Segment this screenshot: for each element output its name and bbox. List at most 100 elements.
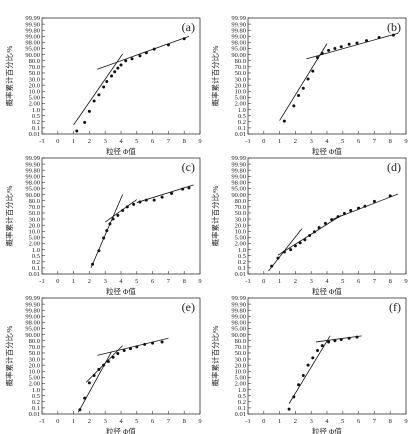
x-tick-label: 8 [183, 138, 186, 145]
data-point [87, 381, 91, 385]
data-point [97, 367, 101, 371]
x-tick-label: 9 [404, 418, 407, 425]
x-tick-label: 8 [389, 278, 392, 285]
y-tick-label: 0.1 [32, 125, 40, 132]
data-point [160, 195, 164, 199]
plot-frame [41, 17, 201, 135]
y-tick-label: 0.5 [32, 113, 40, 120]
data-point [116, 352, 120, 356]
x-tick-label: 1 [72, 138, 75, 145]
data-point [91, 262, 95, 266]
y-tick-label: 99.99 [25, 295, 40, 302]
x-tick-label: 5 [341, 278, 344, 285]
y-tick-label: 0.1 [238, 265, 246, 272]
y-tick-label: 30.0 [235, 76, 246, 83]
data-point [87, 109, 91, 113]
y-tick-label: 2.00 [29, 241, 40, 248]
panel-label: (e) [182, 300, 195, 314]
x-axis-label: 粒径 Φ值 [106, 426, 136, 434]
data-point [97, 249, 101, 253]
y-tick-label: 0.01 [29, 271, 40, 278]
data-point [330, 218, 334, 222]
x-tick-label: 4 [325, 418, 329, 425]
data-point [316, 349, 320, 353]
data-point [181, 187, 185, 191]
fit-line [97, 35, 190, 70]
data-point [111, 355, 115, 359]
y-tick-label: 90.00 [231, 192, 246, 199]
y-tick-label: 80.0 [235, 58, 246, 65]
y-tick-label: 70.0 [235, 344, 246, 351]
x-tick-label: 6 [151, 418, 155, 425]
data-point [138, 54, 142, 58]
x-tick-label: 4 [325, 278, 329, 285]
x-tick-label: 5 [135, 418, 138, 425]
y-tick-label: 99.90 [231, 21, 246, 28]
y-tick-label: 99.80 [25, 27, 40, 34]
y-tick-label: 20.0 [235, 362, 246, 369]
y-tick-label: 10.0 [29, 228, 40, 235]
y-tick-label: 98.00 [25, 180, 40, 187]
x-tick-label: 0 [262, 278, 265, 285]
y-tick-label: 30.0 [29, 216, 40, 223]
data-point [339, 45, 343, 49]
data-point [333, 339, 337, 343]
x-tick-label: 2 [88, 418, 91, 425]
data-point [111, 217, 115, 221]
y-tick-label: 90.00 [25, 332, 40, 339]
y-tick-label: 1.0 [238, 107, 246, 114]
data-point [347, 42, 351, 46]
y-tick-label: 80.0 [29, 338, 40, 345]
data-point [78, 408, 82, 412]
y-tick-label: 2.00 [235, 381, 246, 388]
panel-label: (b) [387, 20, 401, 34]
x-tick-label: 1 [278, 418, 281, 425]
plot-frame [247, 297, 407, 415]
data-point [317, 226, 321, 230]
data-point [113, 70, 117, 74]
data-point [301, 86, 305, 90]
y-tick-label: 30.0 [235, 356, 246, 363]
data-point [306, 77, 310, 81]
y-tick-label: 0.01 [29, 131, 40, 138]
y-tick-label: 99.99 [231, 15, 246, 22]
y-tick-label: 98.00 [231, 40, 246, 47]
x-tick-label: 1 [278, 278, 281, 285]
x-tick-label: 1 [278, 138, 281, 145]
y-tick-label: 50.0 [29, 350, 40, 357]
fit-line [288, 335, 331, 404]
plot-frame [247, 157, 407, 275]
x-tick-label: 6 [151, 278, 155, 285]
data-point [372, 199, 376, 203]
y-tick-label: 30.0 [29, 356, 40, 363]
y-tick-label: 50.0 [29, 210, 40, 217]
y-tick-label: 0.1 [238, 125, 246, 132]
data-point [311, 356, 315, 360]
x-tick-label: 5 [135, 138, 138, 145]
y-tick-label: 10.0 [29, 368, 40, 375]
y-tick-label: 20.0 [235, 82, 246, 89]
y-axis-label: 概率累计百分比/% [210, 186, 220, 247]
data-point [144, 51, 148, 55]
y-tick-label: 99.90 [25, 161, 40, 168]
y-tick-label: 99.90 [231, 161, 246, 168]
data-point [355, 335, 359, 339]
y-tick-label: 1.0 [32, 387, 40, 394]
x-tick-label: -1 [245, 278, 250, 285]
y-tick-label: 99.99 [25, 155, 40, 162]
y-tick-label: 80.0 [29, 58, 40, 65]
data-point [365, 39, 368, 43]
x-tick-label: 2 [294, 278, 297, 285]
data-point [297, 94, 301, 98]
y-tick-label: 95.00 [231, 46, 246, 53]
data-point [97, 93, 101, 97]
y-tick-label: 20.0 [29, 362, 40, 369]
data-point [323, 221, 327, 225]
y-tick-label: 10.0 [29, 88, 40, 95]
y-tick-label: 70.0 [29, 64, 40, 71]
x-tick-label: 4 [325, 138, 329, 145]
panel-label: (f) [389, 300, 401, 314]
y-tick-label: 0.5 [238, 393, 246, 400]
y-tick-label: 10.0 [235, 228, 246, 235]
x-tick-label: 3 [104, 278, 107, 285]
